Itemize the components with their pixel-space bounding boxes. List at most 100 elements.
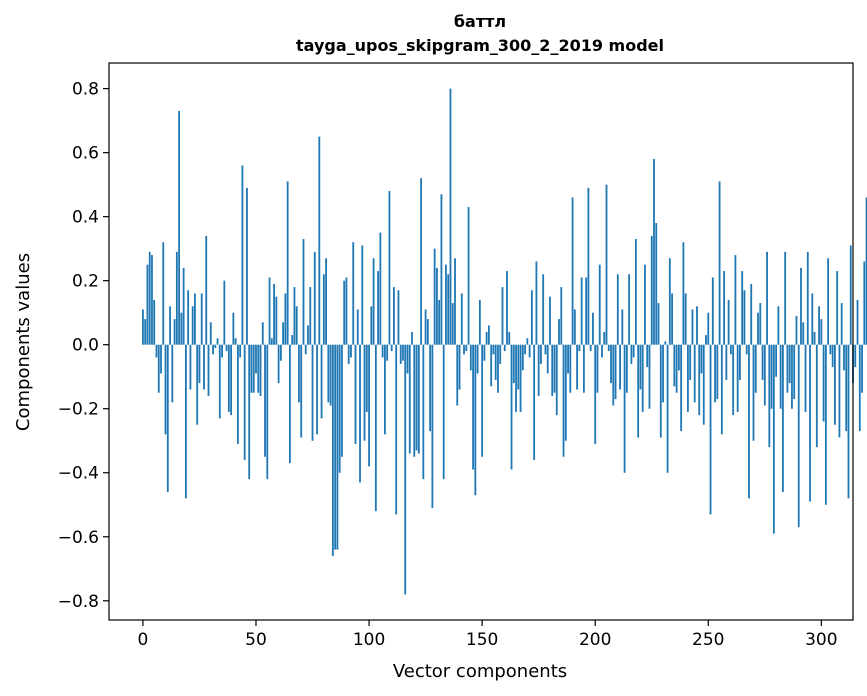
bar-173 [533, 344, 536, 460]
bar-221 [641, 344, 644, 412]
bar-263 [736, 344, 739, 412]
bar-217 [632, 344, 635, 358]
bar-239 [682, 242, 685, 345]
bar-223 [646, 344, 649, 368]
bar-320 [865, 197, 867, 345]
bar-35 [221, 344, 223, 358]
bar-283 [781, 344, 784, 492]
bar-133 [442, 344, 445, 480]
bar-128 [431, 344, 434, 508]
bar-298 [815, 344, 818, 448]
y-tick-label: −0.8 [58, 592, 99, 612]
bar-306 [834, 344, 836, 425]
bar-29 [207, 344, 210, 396]
bar-279 [772, 344, 775, 534]
bar-101 [370, 306, 373, 345]
bar-116 [404, 344, 407, 595]
bar-43 [239, 344, 242, 358]
x-tick-label: 250 [692, 630, 724, 650]
bar-266 [743, 290, 746, 345]
bar-282 [779, 344, 782, 409]
bar-196 [585, 277, 588, 345]
bar-124 [422, 344, 425, 480]
bar-67 [293, 287, 296, 345]
bar-50 [255, 344, 257, 374]
bar-147 [474, 344, 477, 496]
bar-81 [325, 258, 327, 345]
bar-69 [298, 344, 300, 403]
bar-237 [677, 344, 680, 371]
bar-63 [284, 293, 287, 345]
bar-309 [840, 303, 843, 345]
bar-284 [784, 251, 787, 345]
bar-122 [417, 344, 420, 454]
bar-167 [519, 344, 522, 412]
bar-166 [517, 344, 520, 390]
bar-109 [388, 191, 391, 345]
bar-313 [849, 245, 852, 345]
bar-144 [467, 207, 470, 345]
bar-130 [436, 267, 438, 345]
bar-297 [813, 331, 816, 345]
x-tick-label: 0 [138, 630, 149, 650]
bar-41 [234, 338, 237, 345]
bar-185 [560, 287, 563, 345]
x-tick-label: 100 [353, 630, 385, 650]
bar-40 [232, 312, 235, 345]
bar-19 [184, 344, 187, 499]
bar-6 [155, 344, 158, 358]
bar-243 [691, 309, 694, 345]
bar-26 [200, 293, 203, 345]
bar-11 [166, 344, 169, 492]
bar-27 [203, 344, 205, 390]
bar-154 [490, 344, 493, 387]
bar-244 [693, 344, 696, 403]
bar-47 [248, 344, 251, 480]
bar-232 [666, 344, 669, 473]
bar-20 [187, 290, 190, 345]
bar-319 [863, 261, 866, 345]
bar-52 [259, 344, 262, 396]
bar-74 [309, 287, 312, 345]
chart-title-line2: tayga_upos_skipgram_300_2_2019 model [296, 36, 664, 55]
bar-261 [732, 344, 735, 416]
bar-289 [795, 315, 798, 345]
bar-303 [827, 258, 830, 345]
bar-31 [212, 344, 214, 355]
bar-197 [587, 187, 590, 345]
bar-148 [476, 344, 479, 374]
bar-181 [551, 344, 554, 396]
y-tick-label: 0.0 [72, 336, 99, 356]
bar-204 [603, 331, 606, 345]
bar-136 [449, 88, 452, 345]
bar-141 [460, 293, 463, 345]
bar-262 [734, 255, 737, 345]
bar-28 [205, 235, 208, 345]
bar-17 [180, 312, 183, 345]
bar-60 [277, 344, 280, 384]
bar-39 [230, 344, 233, 416]
bar-121 [415, 344, 418, 451]
bar-21 [189, 344, 192, 390]
bar-174 [535, 261, 538, 345]
bar-14 [173, 319, 176, 345]
y-tick-label: −0.6 [58, 528, 99, 548]
bar-215 [628, 274, 631, 345]
bar-75 [311, 344, 314, 441]
bar-131 [438, 299, 441, 345]
bar-315 [854, 344, 857, 368]
bar-139 [456, 344, 459, 406]
bar-269 [750, 283, 753, 345]
bar-76 [313, 251, 316, 345]
bar-156 [494, 344, 497, 380]
bar-65 [289, 344, 291, 464]
bar-126 [426, 319, 429, 345]
bar-225 [650, 235, 653, 345]
bar-226 [653, 159, 655, 345]
bar-290 [797, 344, 800, 528]
bar-152 [485, 331, 488, 345]
bar-56 [268, 277, 271, 345]
bar-251 [709, 344, 712, 515]
bar-276 [766, 251, 768, 345]
bar-253 [714, 344, 716, 403]
